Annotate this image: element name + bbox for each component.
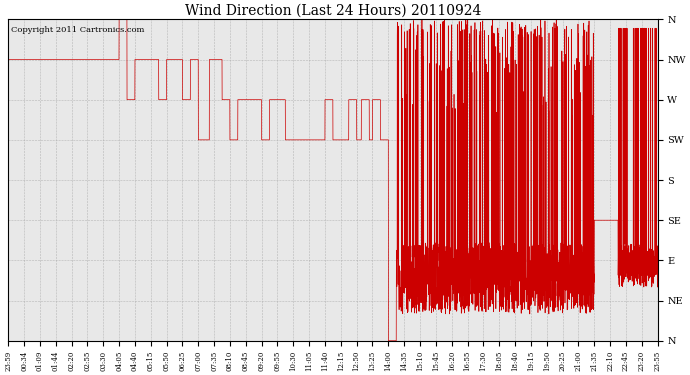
Title: Wind Direction (Last 24 Hours) 20110924: Wind Direction (Last 24 Hours) 20110924 xyxy=(185,4,481,18)
Text: Copyright 2011 Cartronics.com: Copyright 2011 Cartronics.com xyxy=(12,26,145,34)
